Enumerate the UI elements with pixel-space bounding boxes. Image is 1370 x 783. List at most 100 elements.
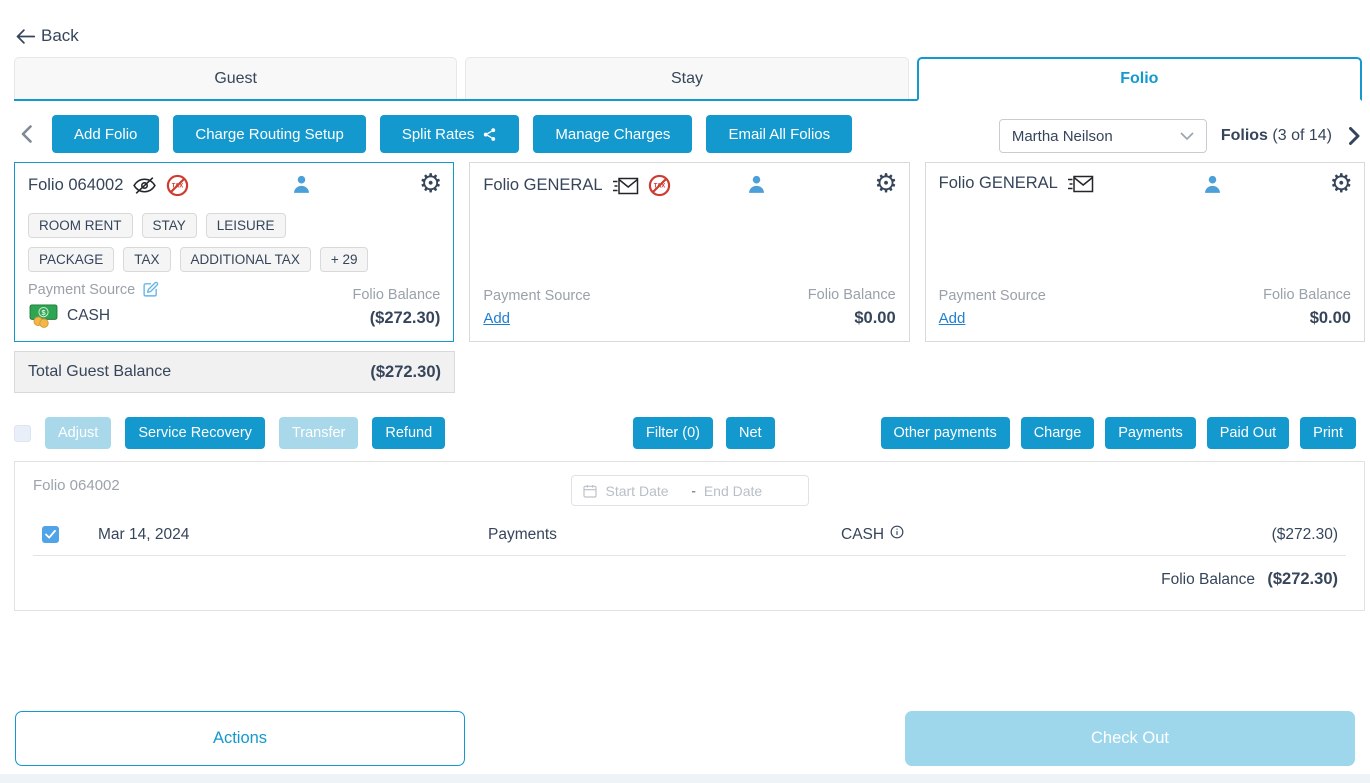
folio-settings-gear-icon[interactable]: ⚙ bbox=[1329, 168, 1353, 198]
tag-additional-tax[interactable]: ADDITIONAL TAX bbox=[179, 247, 311, 272]
tab-stay[interactable]: Stay bbox=[465, 57, 909, 99]
folio-card-title: Folio 064002 bbox=[28, 176, 124, 194]
transaction-method: CASH bbox=[841, 525, 904, 544]
folio-balance-label: Folio Balance bbox=[1263, 287, 1351, 303]
folio-toolbar: Add Folio Charge Routing Setup Split Rat… bbox=[14, 115, 1362, 153]
email-all-folios-button[interactable]: Email All Folios bbox=[706, 115, 853, 153]
back-button[interactable]: Back bbox=[16, 26, 79, 46]
share-icon bbox=[482, 127, 497, 142]
transaction-amount: ($272.30) bbox=[1271, 526, 1338, 543]
guest-person-icon[interactable] bbox=[291, 174, 312, 200]
paid-out-button[interactable]: Paid Out bbox=[1206, 417, 1290, 449]
tag-more-count[interactable]: + 29 bbox=[319, 247, 369, 272]
add-folio-button[interactable]: Add Folio bbox=[52, 115, 160, 153]
tab-guest[interactable]: Guest bbox=[14, 57, 458, 99]
tag-package[interactable]: PACKAGE bbox=[28, 247, 115, 272]
tax-exempt-icon: TAX bbox=[166, 174, 189, 197]
chevron-down-icon bbox=[1180, 131, 1194, 141]
tab-folio[interactable]: Folio bbox=[916, 57, 1362, 101]
adjust-button[interactable]: Adjust bbox=[45, 417, 112, 449]
folio-tag-list: ROOM RENT STAY LEISURE PACKAGE TAX ADDIT… bbox=[28, 213, 378, 272]
folio-settings-gear-icon[interactable]: ⚙ bbox=[419, 168, 443, 198]
split-rates-button[interactable]: Split Rates bbox=[379, 115, 520, 153]
date-range-picker[interactable]: - bbox=[570, 475, 809, 506]
transfer-button[interactable]: Transfer bbox=[278, 417, 359, 449]
payments-button[interactable]: Payments bbox=[1105, 417, 1196, 449]
service-recovery-button[interactable]: Service Recovery bbox=[125, 417, 265, 449]
guest-person-icon[interactable] bbox=[1202, 174, 1223, 200]
tag-stay[interactable]: STAY bbox=[141, 213, 197, 238]
actions-button[interactable]: Actions bbox=[15, 711, 465, 766]
total-guest-balance-value: ($272.30) bbox=[370, 362, 441, 381]
folio-card-general-2[interactable]: Folio GENERAL ⚙ Payment Source Add Folio… bbox=[924, 162, 1365, 342]
calendar-icon bbox=[582, 483, 598, 499]
payment-source-label: Payment Source bbox=[483, 288, 591, 304]
folio-card-general-1[interactable]: Folio GENERAL TAX ⚙ Payment Source Add bbox=[469, 162, 910, 342]
back-arrow-icon bbox=[16, 28, 35, 45]
table-folio-balance-label: Folio Balance bbox=[1161, 571, 1256, 588]
guest-selector-dropdown[interactable]: Martha Neilson bbox=[998, 119, 1207, 153]
folio-balance-value: ($272.30) bbox=[369, 309, 441, 327]
transaction-type: Payments bbox=[488, 526, 557, 543]
guest-person-icon[interactable] bbox=[746, 174, 767, 200]
transactions-folio-label: Folio 064002 bbox=[33, 477, 120, 494]
tag-room-rent[interactable]: ROOM RENT bbox=[28, 213, 133, 238]
split-rates-label: Split Rates bbox=[401, 125, 475, 143]
svg-text:$: $ bbox=[41, 308, 46, 317]
add-payment-source-link[interactable]: Add bbox=[938, 310, 966, 327]
end-date-input[interactable] bbox=[703, 482, 782, 499]
folios-prev-chevron-icon[interactable] bbox=[14, 115, 38, 153]
info-icon[interactable] bbox=[890, 525, 904, 539]
charge-button[interactable]: Charge bbox=[1020, 417, 1095, 449]
manage-charges-button[interactable]: Manage Charges bbox=[533, 115, 693, 153]
folio-balance-label: Folio Balance bbox=[807, 287, 896, 303]
table-folio-balance-value: ($272.30) bbox=[1267, 570, 1338, 588]
cash-icon: $ bbox=[28, 303, 59, 328]
folio-card-064002[interactable]: Folio 064002 TAX ⚙ ROOM RENT STAY LEISUR… bbox=[14, 162, 455, 342]
edit-payment-source-icon[interactable] bbox=[142, 281, 159, 298]
eye-off-icon bbox=[132, 176, 157, 195]
add-payment-source-link[interactable]: Add bbox=[483, 310, 511, 327]
send-email-icon bbox=[1067, 175, 1094, 193]
filter-button[interactable]: Filter (0) bbox=[633, 417, 713, 449]
select-all-checkbox[interactable] bbox=[14, 424, 31, 442]
net-button[interactable]: Net bbox=[725, 417, 775, 449]
table-folio-balance: Folio Balance ($272.30) bbox=[1161, 570, 1338, 589]
folio-card-title: Folio GENERAL bbox=[938, 174, 1058, 192]
check-out-button[interactable]: Check Out bbox=[905, 711, 1355, 766]
payment-method-value: CASH bbox=[67, 306, 111, 324]
tab-bar: Guest Stay Folio bbox=[14, 57, 1362, 101]
tax-exempt-icon: TAX bbox=[648, 174, 671, 197]
start-date-input[interactable] bbox=[605, 482, 684, 499]
transaction-row[interactable]: Mar 14, 2024 Payments CASH ($272.30) bbox=[33, 518, 1346, 556]
folio-balance-value: $0.00 bbox=[1309, 309, 1351, 327]
folio-card-title: Folio GENERAL bbox=[483, 176, 603, 194]
folio-cards: Folio 064002 TAX ⚙ ROOM RENT STAY LEISUR… bbox=[14, 162, 1365, 342]
transaction-row-checkbox[interactable] bbox=[42, 526, 59, 543]
tag-leisure[interactable]: LEISURE bbox=[205, 213, 286, 238]
payment-source-label: Payment Source bbox=[938, 288, 1046, 304]
folios-counter: Folios (3 of 14) bbox=[1221, 127, 1332, 145]
other-payments-button[interactable]: Other payments bbox=[880, 417, 1010, 449]
refund-button[interactable]: Refund bbox=[372, 417, 446, 449]
footer-strip bbox=[0, 774, 1370, 783]
transactions-table: Folio 064002 - Mar 14, 2024 Payments CAS… bbox=[14, 461, 1365, 611]
folios-next-chevron-icon[interactable] bbox=[1346, 117, 1362, 155]
folios-counter-count: (3 of 14) bbox=[1272, 127, 1332, 144]
print-button[interactable]: Print bbox=[1300, 417, 1356, 449]
guest-selector-value: Martha Neilson bbox=[1011, 127, 1113, 145]
payment-source-label: Payment Source bbox=[28, 281, 136, 298]
total-guest-balance-label: Total Guest Balance bbox=[28, 363, 172, 380]
date-range-separator: - bbox=[691, 483, 696, 498]
send-email-icon bbox=[612, 177, 639, 195]
folio-balance-value: $0.00 bbox=[854, 309, 896, 327]
folios-counter-label: Folios bbox=[1220, 127, 1268, 144]
back-label: Back bbox=[41, 26, 79, 45]
charge-routing-setup-button[interactable]: Charge Routing Setup bbox=[173, 115, 366, 153]
total-guest-balance: Total Guest Balance ($272.30) bbox=[14, 351, 455, 393]
folio-settings-gear-icon[interactable]: ⚙ bbox=[874, 168, 898, 198]
folio-action-bar: Adjust Service Recovery Transfer Refund … bbox=[14, 417, 1356, 449]
tag-tax[interactable]: TAX bbox=[123, 247, 171, 272]
folio-balance-label: Folio Balance bbox=[352, 287, 441, 303]
